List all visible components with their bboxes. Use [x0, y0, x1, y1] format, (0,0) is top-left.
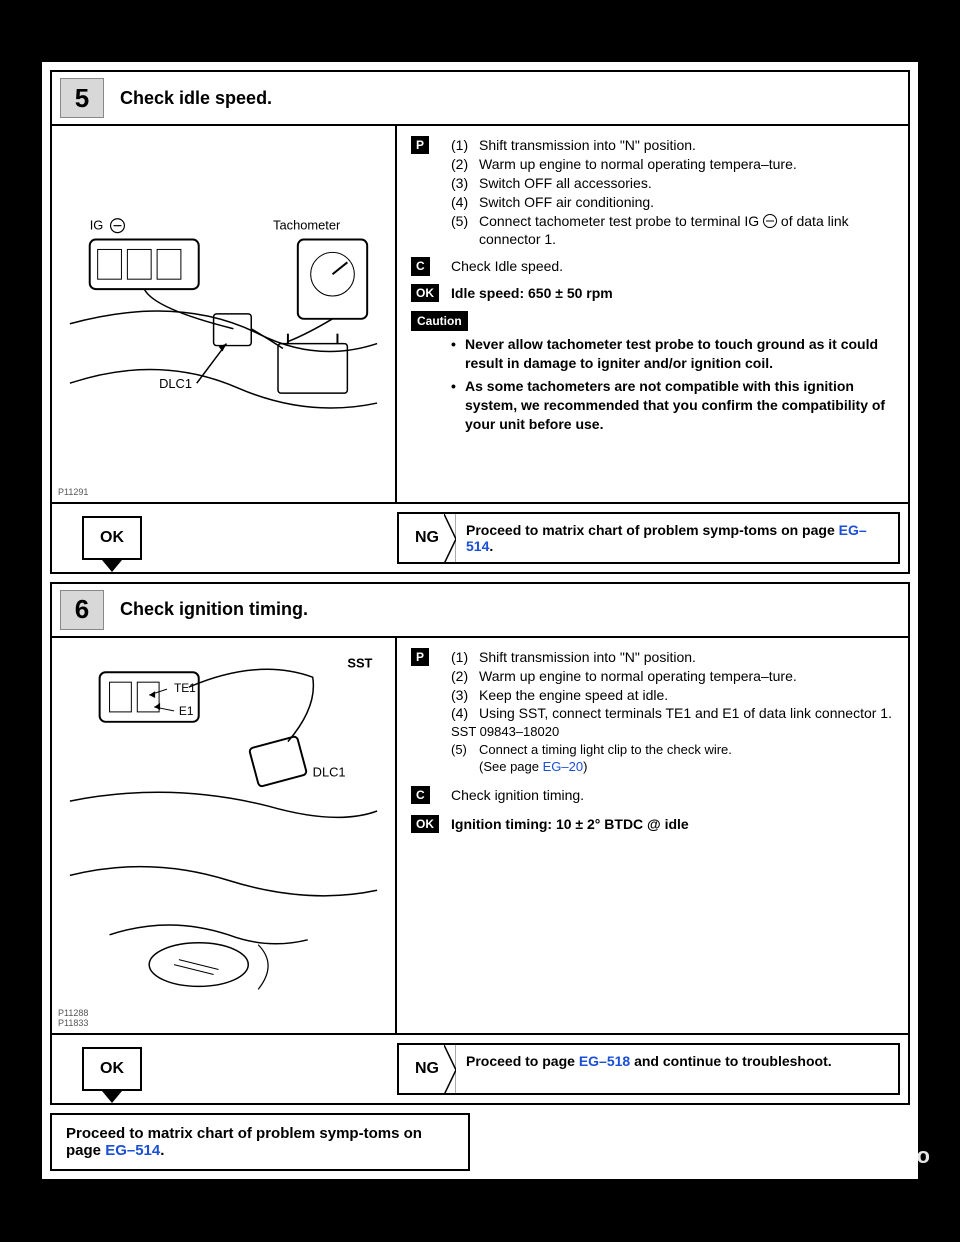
check-text: Check ignition timing.: [451, 786, 894, 805]
proc-item: Warm up engine to normal operating tempe…: [479, 155, 797, 174]
proc-item: Switch OFF all accessories.: [479, 174, 652, 193]
svg-text:E1: E1: [179, 704, 194, 718]
proc-item: Switch OFF air conditioning.: [479, 193, 654, 212]
down-arrow-icon: [102, 1091, 122, 1103]
ok-badge: OK: [411, 284, 439, 302]
svg-text:DLC1: DLC1: [313, 764, 346, 779]
watermark: carmanualsonline.info: [697, 1143, 931, 1169]
eg-link[interactable]: EG–514: [105, 1142, 160, 1159]
ng-action-5: Proceed to matrix chart of problem symp-…: [455, 514, 898, 562]
proc-item: Connect a timing light clip to the check…: [479, 741, 732, 776]
page-container: 5 Check idle speed. IG Tachometer: [40, 60, 920, 1181]
step-number-5: 5: [60, 78, 104, 118]
svg-text:Tachometer: Tachometer: [273, 218, 341, 233]
caution-item: Never allow tachometer test probe to tou…: [465, 335, 894, 373]
minus-icon: [763, 214, 777, 228]
proc-item: Shift transmission into "N" position.: [479, 136, 696, 155]
ng-label: NG: [399, 1045, 455, 1093]
step-5-header: 5 Check idle speed.: [52, 72, 908, 126]
down-arrow-icon: [102, 560, 122, 572]
ng-block-5: NG Proceed to matrix chart of problem sy…: [397, 512, 900, 564]
ok-label: OK: [100, 529, 124, 547]
c-badge: C: [411, 786, 430, 804]
p-badge: P: [411, 648, 429, 666]
final-action-box: Proceed to matrix chart of problem symp-…: [50, 1113, 470, 1171]
eg-link[interactable]: EG–518: [579, 1053, 630, 1069]
step-5: 5 Check idle speed. IG Tachometer: [50, 70, 910, 574]
step-6: 6 Check ignition timing. SST TE1 E1: [50, 582, 910, 1106]
step-6-content: P (1)Shift transmission into "N" positio…: [397, 638, 908, 1034]
ng-block-6: NG Proceed to page EG–518 and continue t…: [397, 1043, 900, 1095]
step-6-result: OK NG Proceed to page EG–518 and continu…: [52, 1033, 908, 1103]
step-5-result: OK NG Proceed to matrix chart of problem…: [52, 502, 908, 572]
step-5-title: Check idle speed.: [120, 88, 272, 109]
step-6-title: Check ignition timing.: [120, 599, 308, 620]
eg-link[interactable]: EG–20: [543, 759, 583, 774]
step-number-6: 6: [60, 590, 104, 630]
chevron-right-icon: [444, 1045, 456, 1095]
chevron-right-icon: [444, 514, 456, 564]
sst-number: SST 09843–18020: [451, 723, 894, 741]
diagram-code-5: P11291: [58, 488, 88, 498]
caution-badge: Caution: [411, 311, 468, 331]
check-text: Check Idle speed.: [451, 257, 894, 276]
ng-action-6: Proceed to page EG–518 and continue to t…: [455, 1045, 898, 1093]
step-5-diagram: IG Tachometer: [52, 126, 397, 502]
timing-spec: Ignition timing: 10 ± 2° BTDC @ idle: [451, 815, 894, 834]
proc-item: Connect tachometer test probe to termina…: [479, 212, 894, 250]
svg-text:IG: IG: [90, 218, 104, 233]
tachometer-diagram-icon: IG Tachometer: [60, 134, 387, 494]
proc-item: Using SST, connect terminals TE1 and E1 …: [479, 704, 892, 723]
ok-box-6: OK: [82, 1047, 142, 1091]
proc-item: Shift transmission into "N" position.: [479, 648, 696, 667]
c-badge: C: [411, 257, 430, 275]
ok-badge: OK: [411, 815, 439, 833]
caution-item: As some tachometers are not compatible w…: [465, 377, 894, 434]
ng-label: NG: [399, 514, 455, 562]
proc-item: Keep the engine speed at idle.: [479, 686, 668, 705]
svg-text:SST: SST: [347, 655, 372, 670]
step-6-procedure: (1)Shift transmission into "N" position.…: [451, 648, 894, 724]
step-5-content: P (1)Shift transmission into "N" positio…: [397, 126, 908, 502]
step-6-body: SST TE1 E1 DLC1: [52, 638, 908, 1034]
ok-box-5: OK: [82, 516, 142, 560]
step-5-body: IG Tachometer: [52, 126, 908, 502]
svg-text:TE1: TE1: [174, 681, 196, 695]
diagram-code-6: P11288 P11833: [58, 1009, 88, 1029]
step-6-header: 6 Check ignition timing.: [52, 584, 908, 638]
p-badge: P: [411, 136, 429, 154]
svg-text:DLC1: DLC1: [159, 376, 192, 391]
timing-diagram-icon: SST TE1 E1 DLC1: [60, 646, 387, 1026]
proc-item: Warm up engine to normal operating tempe…: [479, 667, 797, 686]
ok-label: OK: [100, 1060, 124, 1078]
caution-list: •Never allow tachometer test probe to to…: [451, 335, 894, 433]
step-5-procedure: (1)Shift transmission into "N" position.…: [451, 136, 894, 249]
step-6-diagram: SST TE1 E1 DLC1: [52, 638, 397, 1034]
idle-speed-spec: Idle speed: 650 ± 50 rpm: [451, 284, 894, 303]
